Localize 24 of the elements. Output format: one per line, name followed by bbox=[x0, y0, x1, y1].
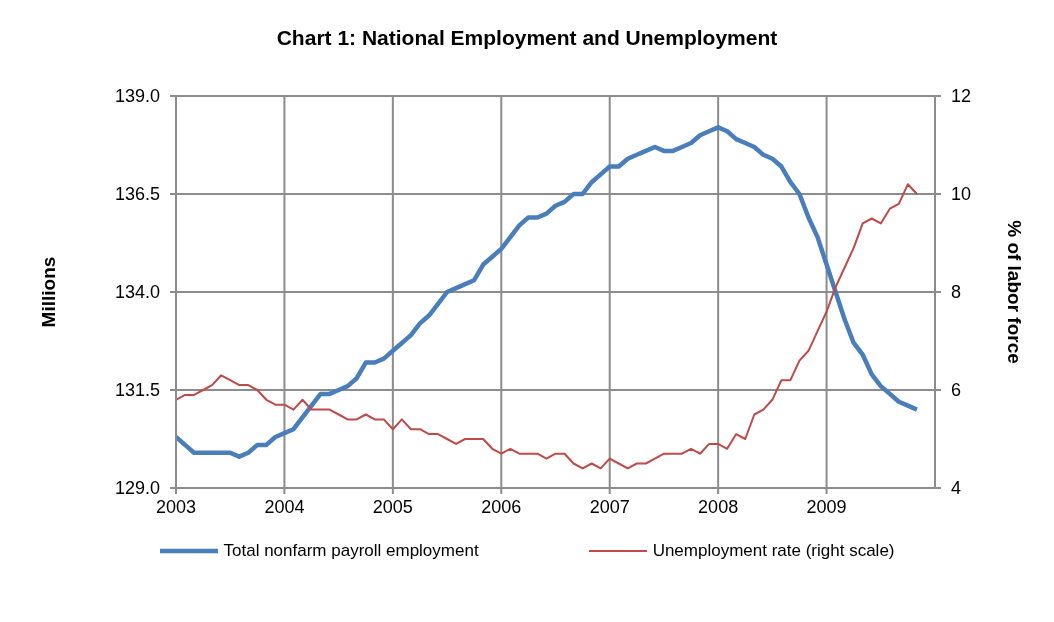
line-series bbox=[176, 125, 920, 459]
x-tick-label: 2008 bbox=[698, 496, 739, 517]
y-axis-title: Millions bbox=[37, 256, 59, 328]
x-tick-label: 2007 bbox=[589, 496, 630, 517]
y-tick-label: 131.5 bbox=[114, 380, 160, 401]
line-series bbox=[176, 183, 918, 470]
x-tick-label: 2009 bbox=[806, 496, 847, 517]
y-tick-label: 129.0 bbox=[114, 478, 160, 499]
legend-label: Total nonfarm payroll employment bbox=[223, 541, 479, 561]
legend-label: Unemployment rate (right scale) bbox=[652, 541, 895, 561]
y2-tick-label: 6 bbox=[951, 380, 962, 401]
y-tick-label: 134.0 bbox=[114, 282, 160, 303]
y-tick-label: 136.5 bbox=[114, 184, 160, 205]
x-tick-label: 2004 bbox=[264, 496, 305, 517]
x-tick-label: 2003 bbox=[155, 496, 197, 517]
y2-tick-label: 10 bbox=[951, 184, 972, 205]
y2-tick-label: 12 bbox=[951, 86, 972, 107]
x-tick-label: 2006 bbox=[481, 496, 522, 517]
y2-axis-title: % of labor force bbox=[1004, 220, 1026, 364]
x-tick-label: 2005 bbox=[372, 496, 413, 517]
chart-title: Chart 1: National Employment and Unemployment bbox=[275, 25, 779, 51]
y2-tick-label: 4 bbox=[951, 478, 962, 499]
y2-tick-label: 8 bbox=[951, 282, 962, 303]
y-tick-label: 139.0 bbox=[114, 86, 160, 107]
